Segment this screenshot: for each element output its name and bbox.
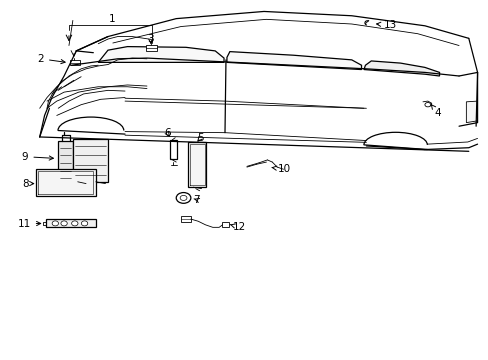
Polygon shape: [146, 45, 157, 51]
Polygon shape: [170, 140, 177, 159]
Ellipse shape: [52, 221, 59, 226]
Ellipse shape: [72, 221, 78, 226]
Polygon shape: [73, 139, 108, 182]
Text: 12: 12: [230, 222, 246, 232]
Polygon shape: [45, 220, 96, 227]
Text: 1: 1: [108, 14, 115, 24]
Text: 4: 4: [430, 105, 440, 118]
Polygon shape: [70, 60, 80, 65]
Text: 2: 2: [37, 54, 65, 64]
Polygon shape: [363, 61, 439, 76]
Polygon shape: [188, 142, 206, 187]
Text: 3: 3: [147, 35, 154, 44]
Ellipse shape: [81, 221, 87, 226]
Polygon shape: [36, 169, 96, 196]
Text: 11: 11: [18, 219, 41, 229]
Ellipse shape: [61, 221, 67, 226]
Polygon shape: [221, 222, 228, 227]
Text: 5: 5: [197, 133, 203, 143]
Text: 13: 13: [376, 20, 397, 30]
Circle shape: [176, 193, 190, 203]
Polygon shape: [226, 51, 361, 69]
Text: 7: 7: [193, 195, 200, 205]
Text: 9: 9: [22, 152, 53, 162]
Polygon shape: [98, 46, 224, 62]
Polygon shape: [181, 216, 190, 222]
Text: 8: 8: [22, 179, 34, 189]
Polygon shape: [58, 140, 73, 185]
Text: 10: 10: [271, 164, 290, 174]
Polygon shape: [466, 101, 477, 123]
Text: 6: 6: [164, 129, 170, 138]
